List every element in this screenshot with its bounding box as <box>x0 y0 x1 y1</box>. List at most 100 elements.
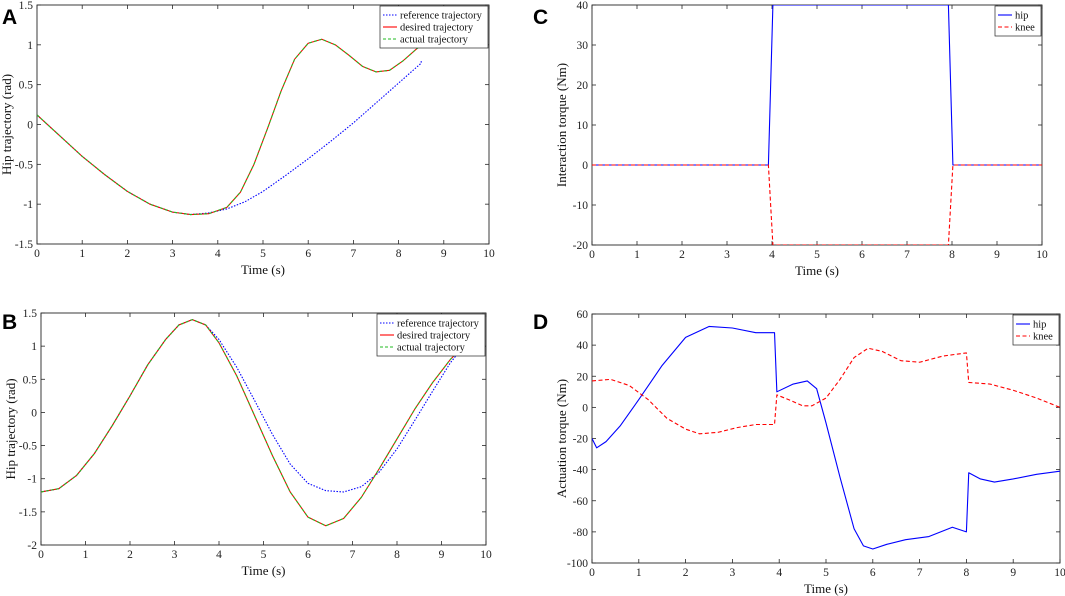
legend-label: hip <box>1033 320 1046 331</box>
x-tick-label: 9 <box>1010 567 1016 579</box>
x-tick-label: 3 <box>172 549 178 561</box>
y-axis-label: Hip trajectory (rad) <box>3 378 18 479</box>
y-tick-label: -1.5 <box>19 507 37 519</box>
y-axis-label: Interaction torque (Nm) <box>554 63 569 187</box>
panel-label-d: D <box>533 311 548 334</box>
legend-label: actual trajectory <box>397 343 466 354</box>
y-tick-label: -1 <box>23 199 33 211</box>
x-tick-label: 10 <box>480 549 492 561</box>
series-line-desired-trajectory <box>37 38 422 216</box>
x-tick-label: 4 <box>216 549 222 561</box>
x-tick-label: 1 <box>83 549 89 561</box>
series-line-knee <box>592 164 1042 245</box>
x-tick-label: 5 <box>823 567 829 579</box>
y-tick-label: -40 <box>573 465 589 477</box>
panel-a: A 0 1 2 3 4 5 6 7 8 9 10 -1.5 -1 -0.5 0 0.5 1 1.5 Time (s)… <box>0 0 495 277</box>
x-tick-label: 8 <box>396 248 402 260</box>
panel-c: C 0 1 2 3 4 5 6 7 8 9 10 -20 -10 0 10 20 30 40 Time (s) Int… <box>533 0 1048 278</box>
legend-label: desired trajectory <box>397 331 471 342</box>
series-line-knee <box>592 347 1060 435</box>
x-axis-label: Time (s) <box>242 563 286 578</box>
y-tick-label: 1.5 <box>19 0 34 12</box>
y-tick-label: 0 <box>31 407 37 419</box>
series-line-reference-trajectory <box>41 319 465 493</box>
x-tick-label: 6 <box>305 549 311 561</box>
x-tick-label: 6 <box>305 248 311 260</box>
y-tick-label: 60 <box>577 309 589 321</box>
y-tick-label: -1.5 <box>15 239 33 251</box>
y-tick-label: 1.5 <box>23 308 38 320</box>
legend-box <box>994 5 1042 37</box>
panel-d: D 0 1 2 3 4 5 6 7 8 9 10 -100 -80 -60 -40 -20 0 20 40 60 Tim… <box>533 309 1065 596</box>
x-tick-label: 1 <box>636 567 642 579</box>
x-tick-label: 4 <box>769 249 775 261</box>
y-tick-label: -80 <box>573 527 589 539</box>
legend-label: hip <box>1015 11 1028 22</box>
y-tick-label: 0 <box>27 120 33 132</box>
axes-box <box>591 4 1043 246</box>
x-tick-label: 5 <box>261 549 267 561</box>
x-axis-label: Time (s) <box>804 581 848 596</box>
x-tick-label: 10 <box>483 248 495 260</box>
legend-label: reference trajectory <box>397 319 480 330</box>
x-tick-label: 7 <box>351 248 357 260</box>
legend-label: desired trajectory <box>400 23 474 34</box>
y-tick-label: 1 <box>27 40 33 52</box>
y-tick-label: 0 <box>582 402 588 414</box>
panel-label-c: C <box>533 6 548 29</box>
y-tick-label: -1 <box>27 474 37 486</box>
legend-label: knee <box>1015 23 1035 34</box>
x-tick-label: 9 <box>994 249 1000 261</box>
x-tick-label: 9 <box>441 248 447 260</box>
panel-label-b: B <box>2 311 17 334</box>
x-tick-label: 3 <box>730 567 736 579</box>
x-tick-label: 0 <box>34 248 40 260</box>
legend-label: knee <box>1033 332 1053 343</box>
x-tick-label: 1 <box>79 248 85 260</box>
y-tick-label: 0 <box>582 160 588 172</box>
x-tick-label: 7 <box>904 249 910 261</box>
legend-box <box>1012 314 1060 346</box>
x-tick-label: 8 <box>949 249 955 261</box>
y-tick-label: 0.5 <box>23 374 38 386</box>
x-tick-label: 8 <box>394 549 400 561</box>
axes-box <box>591 313 1061 564</box>
panel-label-a: A <box>2 6 17 29</box>
legend-label: reference trajectory <box>400 11 483 22</box>
x-tick-label: 6 <box>859 249 865 261</box>
x-tick-label: 6 <box>870 567 876 579</box>
x-tick-label: 2 <box>125 248 131 260</box>
x-tick-label: 0 <box>38 549 44 561</box>
y-axis-label: Hip trajectory (rad) <box>0 74 14 175</box>
x-tick-label: 2 <box>127 549 133 561</box>
y-tick-label: -10 <box>573 200 589 212</box>
y-tick-label: -60 <box>573 496 589 508</box>
x-tick-label: 10 <box>1036 249 1048 261</box>
x-tick-label: 0 <box>589 567 595 579</box>
y-tick-label: -100 <box>567 558 588 570</box>
y-tick-label: -0.5 <box>19 441 37 453</box>
x-tick-label: 10 <box>1054 567 1065 579</box>
x-tick-label: 2 <box>679 249 685 261</box>
x-tick-label: 7 <box>917 567 923 579</box>
y-tick-label: -20 <box>573 240 589 252</box>
x-tick-label: 1 <box>634 249 640 261</box>
x-tick-label: 0 <box>589 249 595 261</box>
y-axis-label: Actuation torque (Nm) <box>554 379 569 498</box>
legend-label: actual trajectory <box>400 35 469 46</box>
y-tick-label: 40 <box>577 0 589 12</box>
legend-box <box>376 313 486 357</box>
series-line-actual-trajectory <box>41 319 465 527</box>
y-tick-label: 30 <box>577 40 589 52</box>
x-tick-label: 4 <box>215 248 221 260</box>
x-tick-label: 3 <box>724 249 730 261</box>
y-tick-label: 20 <box>577 371 589 383</box>
y-tick-label: -0.5 <box>15 159 33 171</box>
x-tick-label: 4 <box>776 567 782 579</box>
y-tick-label: -2 <box>27 540 37 552</box>
x-tick-label: 9 <box>439 549 445 561</box>
x-tick-label: 8 <box>964 567 970 579</box>
y-tick-label: 40 <box>577 340 589 352</box>
panel-b: B 0 1 2 3 4 5 6 7 8 9 10 -2 -1.5 -1 -0.5 0 0.5 1 1.5 Time (… <box>2 308 492 578</box>
